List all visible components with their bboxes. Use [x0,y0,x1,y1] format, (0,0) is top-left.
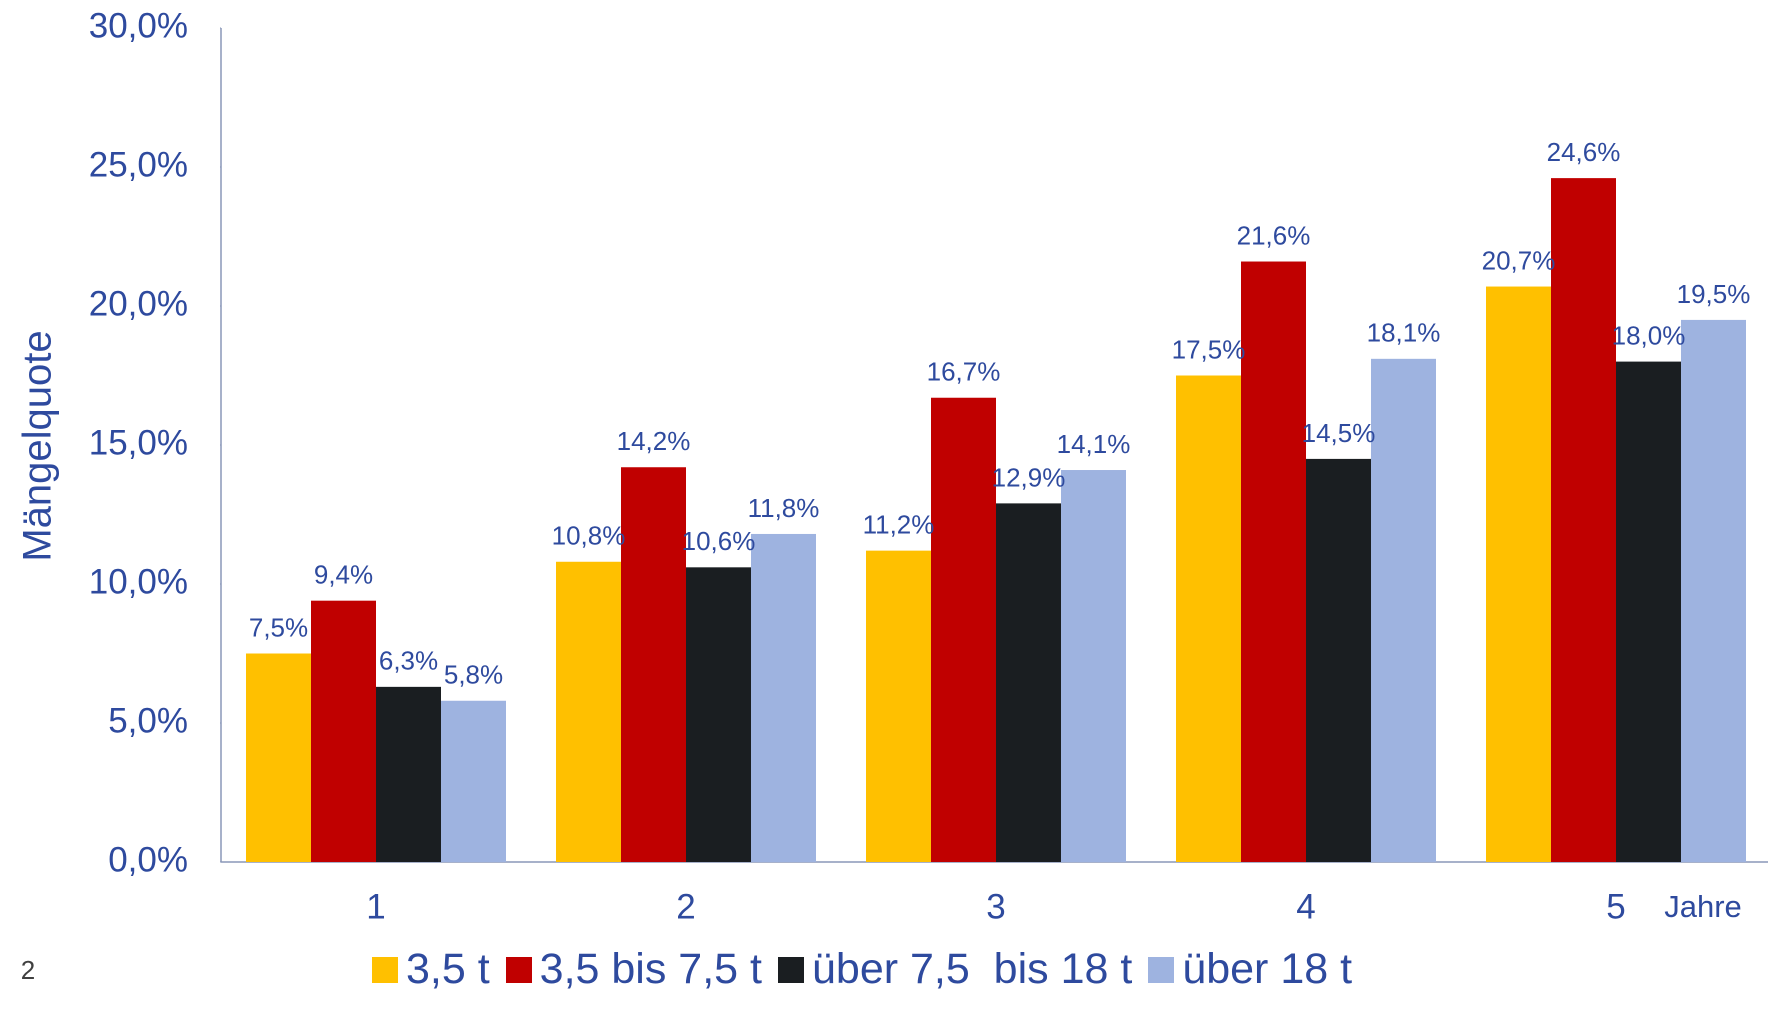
x-tick-label: 2 [676,887,695,926]
data-label: 6,3% [379,646,438,676]
legend-item: über 18 t [1148,945,1352,994]
bar [1616,361,1681,862]
y-tick-label: 20,0% [89,284,188,323]
bar [996,503,1061,862]
legend-label: 3,5 bis 7,5 t [539,945,762,993]
page-number: 2 [21,955,35,985]
y-tick-label: 10,0% [89,562,188,601]
x-tick-label: 5 [1606,887,1625,926]
data-label: 11,8% [748,493,820,523]
bar [866,550,931,862]
y-tick-label: 30,0% [89,6,188,45]
bar [376,686,441,862]
y-axis-title: Mängelquote [16,330,60,561]
legend-swatch [372,956,398,983]
bar [1176,375,1241,862]
bar [1551,178,1616,862]
data-label: 10,8% [552,521,626,551]
legend-swatch [1148,956,1175,983]
data-label: 17,5% [1172,334,1246,364]
bar [441,700,506,862]
data-label: 16,7% [927,357,1001,387]
legend-swatch [777,956,804,983]
legend-label: 3,5 t [406,945,490,993]
legend-item: 3,5 bis 7,5 t [505,945,762,994]
bar [751,533,816,862]
y-tick-label: 25,0% [89,145,188,184]
bar [1241,261,1306,862]
x-tick-label: 4 [1296,887,1315,926]
legend: 3,5 t 3,5 bis 7,5 t über 7,5 bis 18 t über … [372,945,1368,994]
data-label: 18,0% [1612,320,1686,350]
y-tick-label: 0,0% [108,840,188,879]
x-axis-title: Jahre [1664,889,1742,924]
data-label: 9,4% [314,560,373,590]
bar [621,467,686,862]
data-label: 5,8% [444,660,503,690]
data-label: 10,6% [682,526,756,556]
bar [311,600,376,862]
legend-item: 3,5 t [372,945,490,994]
x-tick-label: 3 [986,887,1005,926]
data-label: 20,7% [1482,245,1556,275]
legend-label: über 18 t [1182,945,1353,993]
bar [1371,358,1436,862]
x-tick-label: 1 [366,887,385,926]
data-label: 7,5% [249,612,308,642]
data-label: 12,9% [992,462,1066,492]
data-label: 14,2% [617,426,691,456]
bar [1681,319,1746,862]
data-label: 18,1% [1367,318,1441,348]
data-label: 11,2% [863,510,935,540]
bar [246,653,311,862]
data-label: 19,5% [1677,279,1751,309]
bar [1061,470,1126,862]
data-label: 14,5% [1302,418,1376,448]
bar [686,567,751,862]
legend-item: über 7,5 bis 18 t [777,945,1133,994]
data-label: 14,1% [1057,429,1131,459]
bar [931,397,996,862]
legend-label: über 7,5 bis 18 t [811,945,1133,993]
y-tick-label: 5,0% [108,701,188,740]
bar [1486,286,1551,862]
y-tick-label: 15,0% [89,423,188,462]
data-label: 24,6% [1547,137,1621,167]
legend-swatch [505,956,532,983]
bar [1306,458,1371,862]
bar [556,561,621,862]
data-label: 21,6% [1237,220,1311,250]
